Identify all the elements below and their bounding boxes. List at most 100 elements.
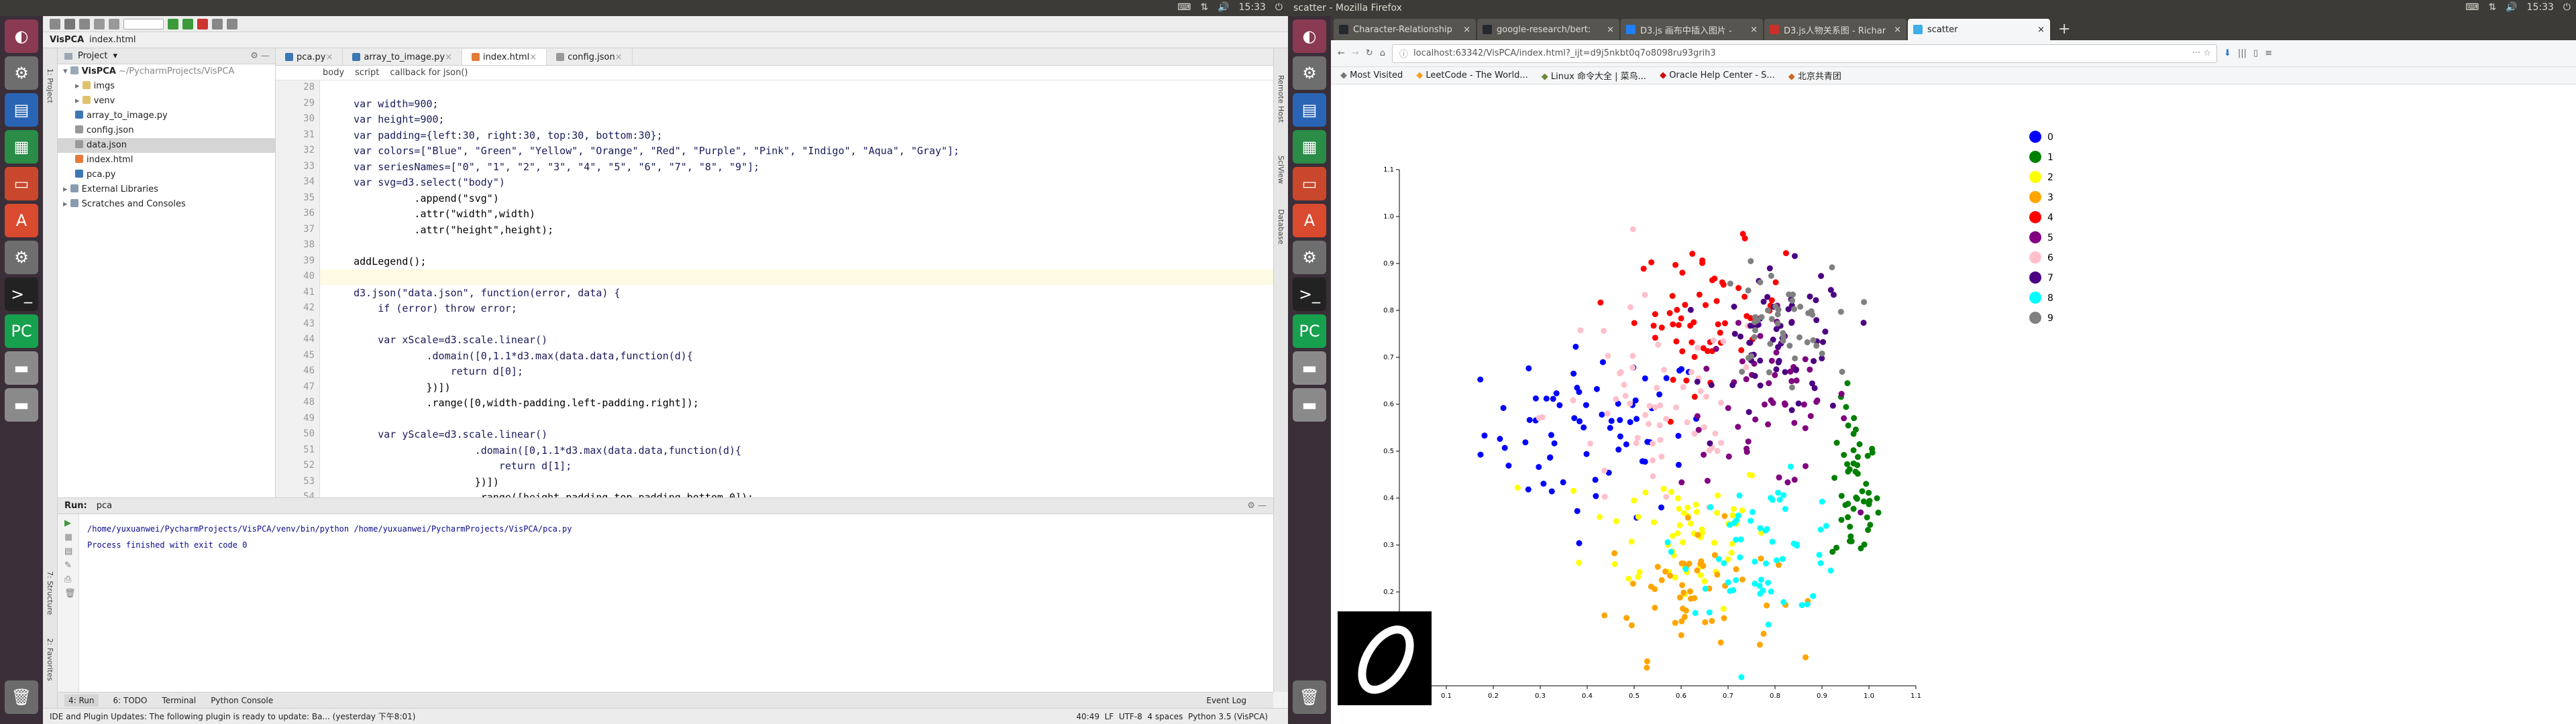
pycharm-icon[interactable]: PC bbox=[1293, 314, 1326, 348]
back-icon[interactable]: ← bbox=[1338, 48, 1345, 58]
system-tray[interactable]: ⌨ ⇅ 🔊 15:33 ⏻ bbox=[2465, 2, 2571, 13]
wrench-icon[interactable] bbox=[212, 18, 223, 29]
bookmark-item[interactable]: ◆ Most Visited bbox=[1340, 70, 1403, 80]
sync-icon[interactable] bbox=[79, 18, 90, 29]
network-icon[interactable]: ⇅ bbox=[1200, 2, 1209, 13]
terminal-icon[interactable]: >_ bbox=[1293, 278, 1326, 311]
tree-item[interactable]: ▸ External Libraries bbox=[58, 182, 275, 197]
todo-tool-tab[interactable]: 6: TODO bbox=[113, 695, 148, 705]
close-icon[interactable]: × bbox=[1607, 24, 1614, 35]
breadcrumb-project[interactable]: VisPCA bbox=[50, 35, 85, 45]
pin-icon[interactable]: ✎ bbox=[64, 560, 72, 570]
dash-home-icon[interactable]: ◐ bbox=[5, 19, 38, 53]
bookmark-item[interactable]: ◆ LeetCode - The World... bbox=[1416, 70, 1527, 80]
editor-tab[interactable]: array_to_image.py × bbox=[343, 49, 462, 65]
editor-breadcrumb-item[interactable]: script bbox=[355, 68, 380, 78]
home-icon[interactable]: ⌂ bbox=[1379, 48, 1385, 58]
keyboard-icon[interactable]: ⌨ bbox=[2465, 2, 2479, 13]
pycharm-icon[interactable]: PC bbox=[5, 314, 38, 348]
clock[interactable]: 15:33 bbox=[2526, 2, 2554, 13]
url-bar[interactable]: ⓘ localhost:63342/VisPCA/index.html?_ijt… bbox=[1391, 44, 2217, 63]
close-icon[interactable]: × bbox=[1750, 24, 1758, 35]
tree-item[interactable]: data.json bbox=[58, 138, 275, 153]
info-icon[interactable]: ⓘ bbox=[1399, 50, 1408, 60]
back-icon[interactable] bbox=[94, 18, 105, 29]
close-icon[interactable]: × bbox=[325, 52, 333, 62]
browser-tab[interactable]: D3.js 画布中插入图片 - × bbox=[1621, 19, 1763, 40]
editor-breadcrumb-item[interactable]: body bbox=[323, 68, 345, 78]
power-icon[interactable]: ⏻ bbox=[1275, 2, 1283, 13]
remote-host-tab[interactable]: Remote Host bbox=[1277, 75, 1285, 123]
status-message[interactable]: IDE and Plugin Updates: The following pl… bbox=[50, 712, 416, 721]
calc-spreadsheet-icon[interactable]: ▦ bbox=[1293, 130, 1326, 164]
editor-tab[interactable]: index.html × bbox=[462, 49, 547, 65]
close-icon[interactable]: × bbox=[529, 52, 537, 62]
tree-item[interactable]: ▸ venv bbox=[58, 94, 275, 109]
editor-tab[interactable]: config.json × bbox=[547, 49, 633, 65]
dash-home-icon[interactable]: ◐ bbox=[1293, 19, 1326, 53]
software-center-icon[interactable]: A bbox=[5, 204, 38, 237]
page-actions-icon[interactable]: ··· ☆ bbox=[2192, 48, 2211, 58]
reload-icon[interactable]: ↻ bbox=[1365, 48, 1373, 58]
system-settings-icon[interactable]: ⚙ bbox=[5, 241, 38, 274]
run-config-select[interactable] bbox=[123, 18, 164, 29]
forward-icon[interactable]: → bbox=[1351, 48, 1359, 58]
drive-icon[interactable]: ▬ bbox=[5, 388, 38, 422]
writer-document-icon[interactable]: ▤ bbox=[5, 93, 38, 127]
volume-icon[interactable]: 🔊 bbox=[2506, 2, 2518, 13]
settings-gear-icon[interactable]: ⚙ bbox=[1293, 56, 1326, 90]
run-config-tab[interactable]: pca bbox=[96, 501, 113, 511]
software-center-icon[interactable]: A bbox=[1293, 204, 1326, 237]
trash-icon[interactable]: 🗑 bbox=[1293, 680, 1326, 714]
restore-layout-icon[interactable]: ▤ bbox=[64, 546, 73, 556]
stop-icon[interactable]: ■ bbox=[64, 532, 73, 542]
tree-item[interactable]: ▸ Scratches and Consoles bbox=[58, 197, 275, 212]
volume-icon[interactable]: 🔊 bbox=[1218, 2, 1230, 13]
download-icon[interactable]: ⬇ bbox=[2223, 48, 2231, 58]
python-console-tab[interactable]: Python Console bbox=[211, 695, 274, 705]
favorites-tool-tab[interactable]: 2: Favorites bbox=[46, 638, 54, 681]
print-icon[interactable]: ⎙ bbox=[64, 575, 72, 585]
forward-icon[interactable] bbox=[109, 18, 119, 29]
browser-tab[interactable]: Character-Relationship × bbox=[1334, 19, 1476, 40]
run-icon[interactable] bbox=[168, 18, 178, 29]
close-icon[interactable]: × bbox=[614, 52, 623, 62]
project-view-select[interactable]: Project bbox=[78, 51, 108, 61]
trash-icon[interactable]: 🗑 bbox=[64, 589, 76, 599]
run-output[interactable]: /home/yuxuanwei/PycharmProjects/VisPCA/v… bbox=[87, 521, 572, 553]
sciview-tab[interactable]: SciView bbox=[1277, 156, 1285, 184]
impress-presentation-icon[interactable]: ▭ bbox=[5, 167, 38, 200]
clock[interactable]: 15:33 bbox=[1238, 2, 1266, 13]
chevron-down-icon[interactable]: ▾ bbox=[113, 51, 118, 61]
editor-tab[interactable]: pca.py × bbox=[276, 49, 343, 65]
status-info[interactable]: 40:49 LF UTF-8 4 spaces Python 3.5 (VisP… bbox=[1076, 711, 1268, 721]
new-tab-button[interactable]: + bbox=[2058, 21, 2071, 38]
bookmark-item[interactable]: ◆ Linux 命令大全 | 菜鸟... bbox=[1542, 69, 1646, 82]
gear-icon[interactable]: ⚙ — bbox=[1247, 501, 1267, 511]
editor-breadcrumb-item[interactable]: callback for json() bbox=[390, 68, 468, 78]
browser-tab[interactable]: google-research/bert: × bbox=[1477, 19, 1619, 40]
run-tool-tab[interactable]: 4: Run bbox=[64, 694, 99, 707]
search-icon[interactable] bbox=[227, 18, 237, 29]
stop-icon[interactable] bbox=[197, 18, 208, 29]
browser-tab[interactable]: scatter × bbox=[1908, 19, 2050, 40]
terminal-icon[interactable]: >_ bbox=[5, 278, 38, 311]
tree-item[interactable]: array_to_image.py bbox=[58, 109, 275, 123]
terminal-tool-tab[interactable]: Terminal bbox=[162, 695, 197, 705]
drive-icon[interactable]: ▬ bbox=[1293, 388, 1326, 422]
close-icon[interactable]: × bbox=[2037, 24, 2045, 35]
close-icon[interactable]: × bbox=[445, 52, 452, 62]
tree-item[interactable]: index.html bbox=[58, 153, 275, 168]
sidebar-icon[interactable]: ▯ bbox=[2253, 48, 2259, 58]
drive-icon[interactable]: ▬ bbox=[1293, 351, 1326, 385]
tree-item[interactable]: ▾ VisPCA ~/PycharmProjects/VisPCA bbox=[58, 64, 275, 79]
impress-presentation-icon[interactable]: ▭ bbox=[1293, 167, 1326, 200]
network-icon[interactable]: ⇅ bbox=[2488, 2, 2497, 13]
event-log-tab[interactable]: Event Log bbox=[1206, 695, 1246, 705]
calc-spreadsheet-icon[interactable]: ▦ bbox=[5, 130, 38, 164]
menu-icon[interactable]: ≡ bbox=[2265, 48, 2273, 58]
bookmark-item[interactable]: ◆ 北京共青团 bbox=[1788, 69, 1841, 82]
rerun-icon[interactable]: ▶ bbox=[64, 518, 71, 528]
code-area[interactable]: 28 29 var width=900; 30 var height=900; 31 … bbox=[276, 80, 1273, 503]
structure-tool-tab[interactable]: 7: Structure bbox=[46, 571, 54, 615]
